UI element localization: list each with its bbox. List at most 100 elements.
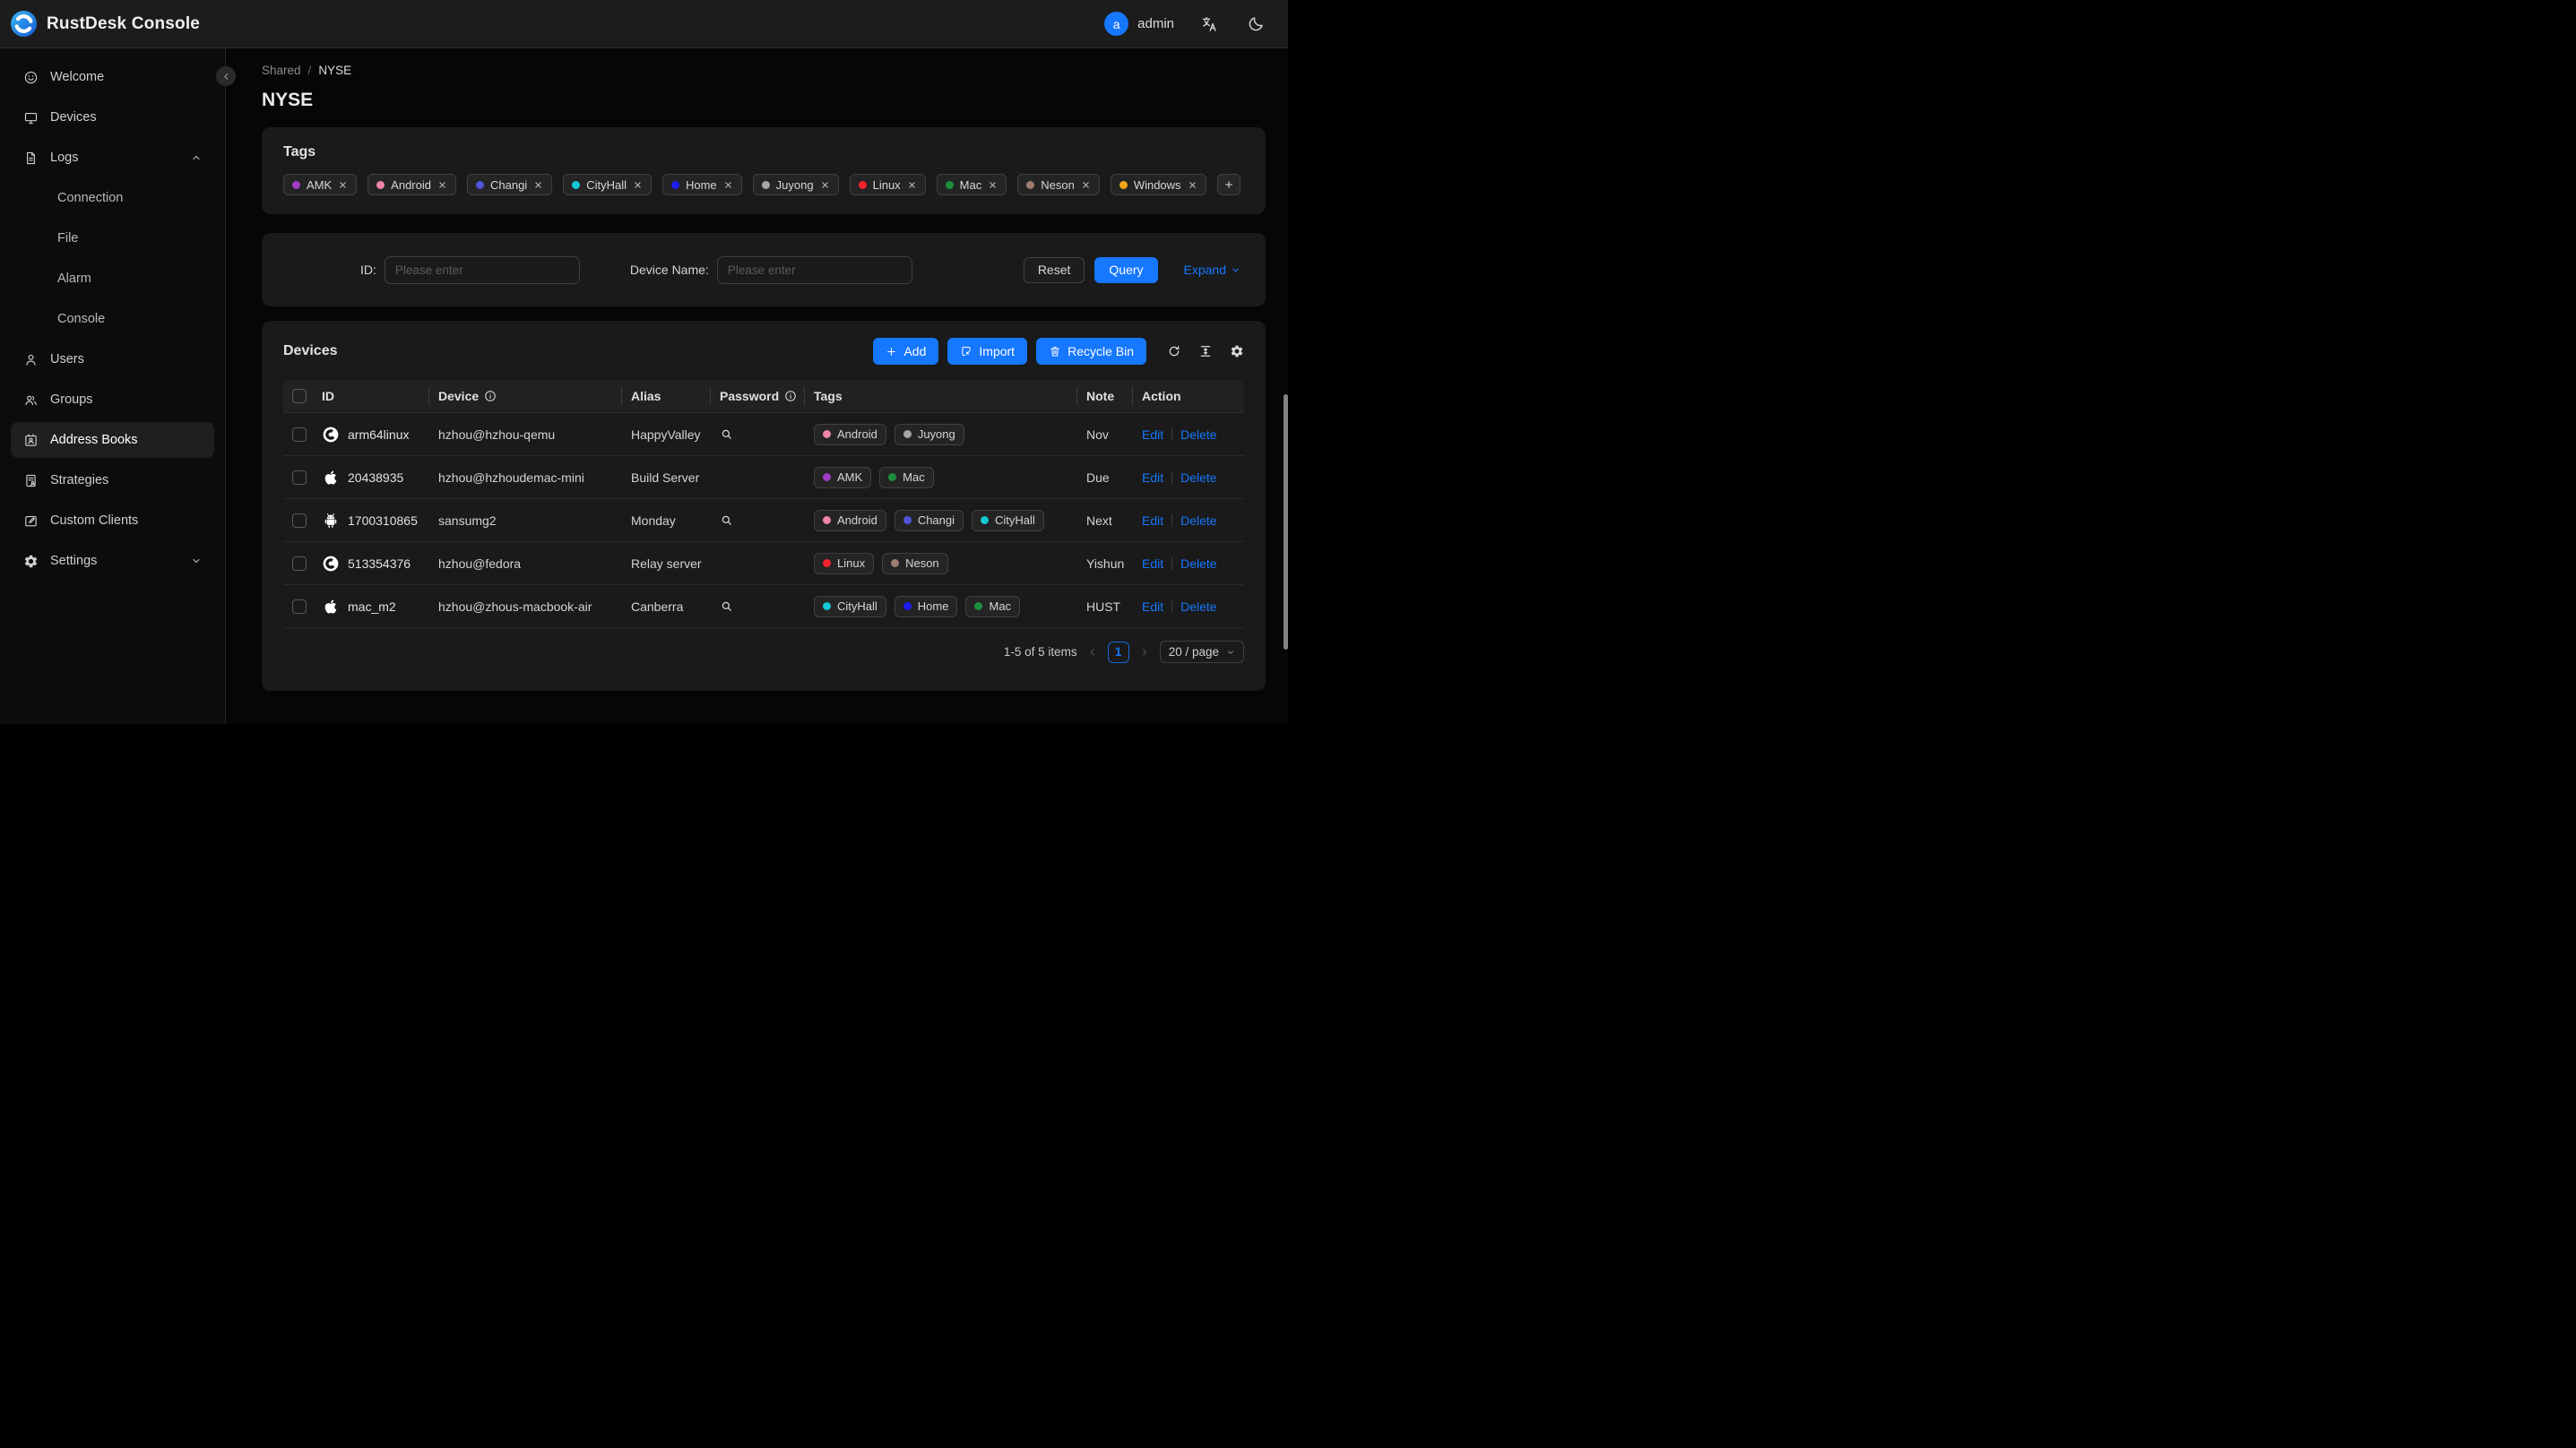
reset-button[interactable]: Reset (1023, 256, 1085, 283)
edit-link[interactable]: Edit (1142, 556, 1164, 571)
sidebar-item-label: Groups (50, 392, 93, 407)
tag-label: Linux (837, 556, 866, 570)
add-button[interactable]: Add (873, 338, 939, 365)
column-settings-gear-icon[interactable] (1230, 344, 1244, 358)
remove-tag-icon[interactable] (533, 180, 543, 190)
password-cell (710, 413, 804, 455)
recycle-bin-button[interactable]: Recycle Bin (1036, 338, 1146, 365)
sidebar-item-file[interactable]: File (11, 220, 214, 256)
expand-link[interactable]: Expand (1184, 263, 1240, 277)
refresh-icon[interactable] (1167, 344, 1181, 358)
sidebar-item-users[interactable]: Users (11, 341, 214, 377)
tag-chip-mac[interactable]: Mac (936, 174, 1007, 195)
edit-link[interactable]: Edit (1142, 427, 1164, 442)
row-checkbox[interactable] (292, 470, 307, 485)
sidebar-item-groups[interactable]: Groups (11, 382, 214, 418)
action-cell: Edit Delete (1132, 585, 1244, 627)
remove-tag-icon[interactable] (633, 180, 643, 190)
action-cell: Edit Delete (1132, 542, 1244, 584)
remove-tag-icon[interactable] (988, 180, 998, 190)
sidebar-item-console[interactable]: Console (11, 301, 214, 337)
col-header-password: Password (710, 380, 804, 412)
user-menu[interactable]: a admin (1104, 12, 1174, 36)
remove-tag-icon[interactable] (907, 180, 917, 190)
prev-page-icon[interactable] (1087, 647, 1098, 658)
row-checkbox[interactable] (292, 556, 307, 571)
device-name-input[interactable] (716, 255, 912, 284)
action-cell: Edit Delete (1132, 499, 1244, 541)
language-button[interactable] (1201, 15, 1219, 33)
id-input[interactable] (384, 255, 580, 284)
sidebar-item-address-books[interactable]: Address Books (11, 422, 214, 458)
page-number-button[interactable]: 1 (1107, 641, 1129, 663)
edit-link[interactable]: Edit (1142, 513, 1164, 528)
tag-chip-windows[interactable]: Windows (1110, 174, 1206, 195)
breadcrumb-parent[interactable]: Shared (262, 64, 301, 77)
sidebar-item-settings[interactable]: Settings (11, 543, 214, 579)
page-size-select[interactable]: 20 / page (1159, 641, 1244, 663)
tag-chip-linux[interactable]: Linux (849, 174, 926, 195)
select-all-checkbox[interactable] (292, 389, 307, 403)
tag-color-dot (903, 602, 912, 610)
sidebar-item-connection[interactable]: Connection (11, 180, 214, 216)
sidebar-item-welcome[interactable]: Welcome (11, 59, 214, 95)
sidebar-item-strategies[interactable]: Strategies (11, 462, 214, 498)
tags-cell: Android Changi CityHall (804, 499, 1076, 541)
row-checkbox[interactable] (292, 513, 307, 528)
tags-card-title: Tags (283, 144, 316, 159)
pagination: 1-5 of 5 items 1 20 / page (283, 641, 1244, 663)
next-page-icon[interactable] (1139, 647, 1150, 658)
password-info-icon[interactable] (784, 390, 797, 402)
devices-card: Devices Add Import Recycle Bin ID (262, 321, 1266, 691)
device-info-icon[interactable] (484, 390, 497, 402)
theme-toggle-button[interactable] (1248, 15, 1265, 32)
delete-link[interactable]: Delete (1180, 556, 1217, 571)
sidebar-item-devices[interactable]: Devices (11, 99, 214, 135)
pagination-summary: 1-5 of 5 items (1003, 645, 1077, 659)
tag-chip-android[interactable]: Android (367, 174, 456, 195)
sidebar-item-alarm[interactable]: Alarm (11, 261, 214, 297)
remove-tag-icon[interactable] (820, 180, 830, 190)
scrollbar-thumb[interactable] (1284, 394, 1288, 650)
tag-label: Mac (989, 599, 1012, 613)
tag-chip-juyong[interactable]: Juyong (752, 174, 839, 195)
remove-tag-icon[interactable] (338, 180, 348, 190)
edit-link[interactable]: Edit (1142, 470, 1164, 485)
remove-tag-icon[interactable] (723, 180, 733, 190)
delete-link[interactable]: Delete (1180, 427, 1217, 442)
devices-card-header: Devices Add Import Recycle Bin (283, 338, 1244, 365)
sidebar-item-custom-clients[interactable]: Custom Clients (11, 503, 214, 539)
add-label: Add (903, 344, 927, 358)
add-tag-button[interactable] (1216, 174, 1240, 195)
row-checkbox[interactable] (292, 599, 307, 614)
collapse-sidebar-button[interactable] (216, 66, 236, 86)
query-button[interactable]: Query (1094, 256, 1158, 283)
tag-label: Home (685, 177, 717, 192)
remove-tag-icon[interactable] (1188, 180, 1197, 190)
tag-chip-cityhall[interactable]: CityHall (563, 174, 652, 195)
view-password-icon[interactable] (720, 599, 733, 613)
remove-tag-icon[interactable] (437, 180, 447, 190)
delete-link[interactable]: Delete (1180, 470, 1217, 485)
tag-chip-amk[interactable]: AMK (283, 174, 358, 195)
table-row: 20438935 hzhou@hzhoudemac-mini Build Ser… (283, 456, 1244, 499)
tag-label: Android (837, 513, 877, 527)
tag-chip-changi[interactable]: Changi (466, 174, 553, 195)
import-button[interactable]: Import (947, 338, 1028, 365)
device-cell: sansumg2 (438, 513, 497, 528)
tag-chip-neson[interactable]: Neson (1017, 174, 1100, 195)
gear-icon (23, 554, 39, 569)
tag-chip-home[interactable]: Home (661, 174, 742, 195)
tag-label: Neson (905, 556, 939, 570)
col-header-action: Action (1132, 380, 1244, 412)
view-password-icon[interactable] (720, 427, 733, 441)
delete-link[interactable]: Delete (1180, 599, 1217, 614)
row-checkbox[interactable] (292, 427, 307, 442)
delete-link[interactable]: Delete (1180, 513, 1217, 528)
row-height-icon[interactable] (1198, 344, 1213, 358)
remove-tag-icon[interactable] (1081, 180, 1091, 190)
sidebar-item-logs[interactable]: Logs (11, 140, 214, 176)
edit-link[interactable]: Edit (1142, 599, 1164, 614)
tag-color-dot (974, 602, 983, 610)
view-password-icon[interactable] (720, 513, 733, 527)
